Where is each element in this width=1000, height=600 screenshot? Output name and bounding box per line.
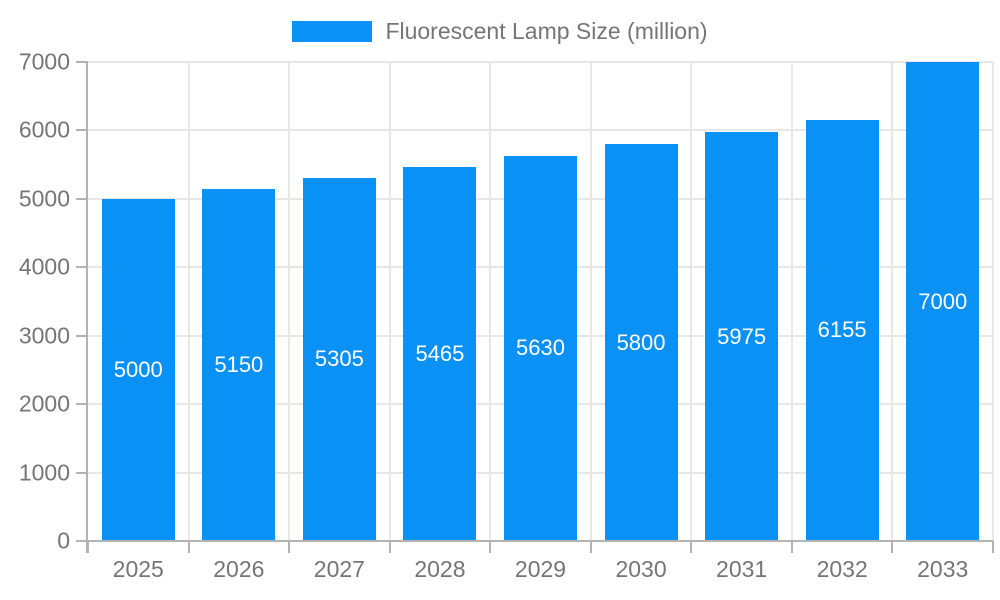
x-tick-label: 2032 (816, 556, 868, 582)
v-gridline (992, 62, 994, 541)
y-tick (76, 334, 88, 337)
y-tick-label: 2000 (18, 390, 70, 417)
v-gridline (187, 62, 190, 541)
bar (805, 119, 879, 541)
x-tick (790, 541, 793, 553)
bar (403, 167, 477, 541)
y-tick (76, 266, 88, 269)
x-tick-label: 2031 (716, 556, 768, 582)
y-tick-label: 0 (57, 527, 70, 554)
v-gridline (288, 62, 291, 541)
x-tick (87, 541, 89, 553)
bar (302, 177, 376, 541)
y-tick-label: 5000 (18, 185, 70, 212)
x-tick-label: 2029 (514, 556, 567, 582)
legend-label: Fluorescent Lamp Size (million) (385, 18, 708, 44)
v-gridline (388, 62, 391, 541)
legend[interactable]: Fluorescent Lamp Size (million) (0, 20, 1000, 43)
y-tick (76, 197, 88, 200)
bar (604, 144, 678, 541)
y-tick (76, 61, 88, 63)
bar-value-label: 5000 (113, 356, 163, 382)
v-gridline (589, 62, 592, 541)
x-tick-label: 2030 (615, 556, 667, 582)
v-gridline (489, 62, 492, 541)
v-gridline (891, 62, 894, 541)
x-tick (388, 541, 391, 553)
x-tick (288, 541, 291, 553)
x-tick-label: 2028 (414, 556, 466, 582)
bar (705, 132, 779, 541)
bar-value-label: 6155 (817, 317, 867, 343)
v-gridline (690, 62, 693, 541)
bar-value-label: 7000 (918, 288, 968, 314)
legend-swatch (292, 21, 373, 42)
bar-value-label: 5630 (516, 335, 565, 361)
h-gridline (88, 61, 993, 63)
bar-value-label: 5150 (214, 351, 264, 377)
bar-value-label: 5465 (415, 341, 465, 367)
y-tick-label: 4000 (18, 253, 70, 280)
bar-value-label: 5800 (616, 329, 666, 355)
y-tick-label: 1000 (18, 459, 70, 486)
x-tick (489, 541, 492, 553)
y-tick (76, 471, 88, 474)
x-tick-label: 2026 (213, 556, 265, 582)
y-tick-label: 6000 (18, 116, 70, 143)
x-axis-line (76, 540, 993, 542)
bar-value-label: 5305 (314, 346, 364, 372)
bar (101, 198, 175, 541)
x-tick (589, 541, 592, 553)
x-tick-label: 2027 (313, 556, 365, 582)
bar (202, 188, 276, 541)
x-tick (187, 541, 190, 553)
y-tick-label: 3000 (18, 322, 70, 349)
x-tick-label: 2033 (917, 556, 969, 582)
x-tick-label: 2025 (112, 556, 164, 582)
y-tick (76, 403, 88, 406)
x-tick (992, 541, 994, 553)
y-tick (76, 129, 88, 132)
x-tick (891, 541, 894, 553)
x-tick (690, 541, 693, 553)
y-axis-line (86, 62, 88, 553)
h-gridline (88, 129, 993, 132)
v-gridline (790, 62, 793, 541)
y-tick-label: 7000 (18, 48, 70, 75)
bar (906, 62, 980, 541)
bar-value-label: 5975 (717, 323, 767, 349)
bar (504, 155, 577, 541)
